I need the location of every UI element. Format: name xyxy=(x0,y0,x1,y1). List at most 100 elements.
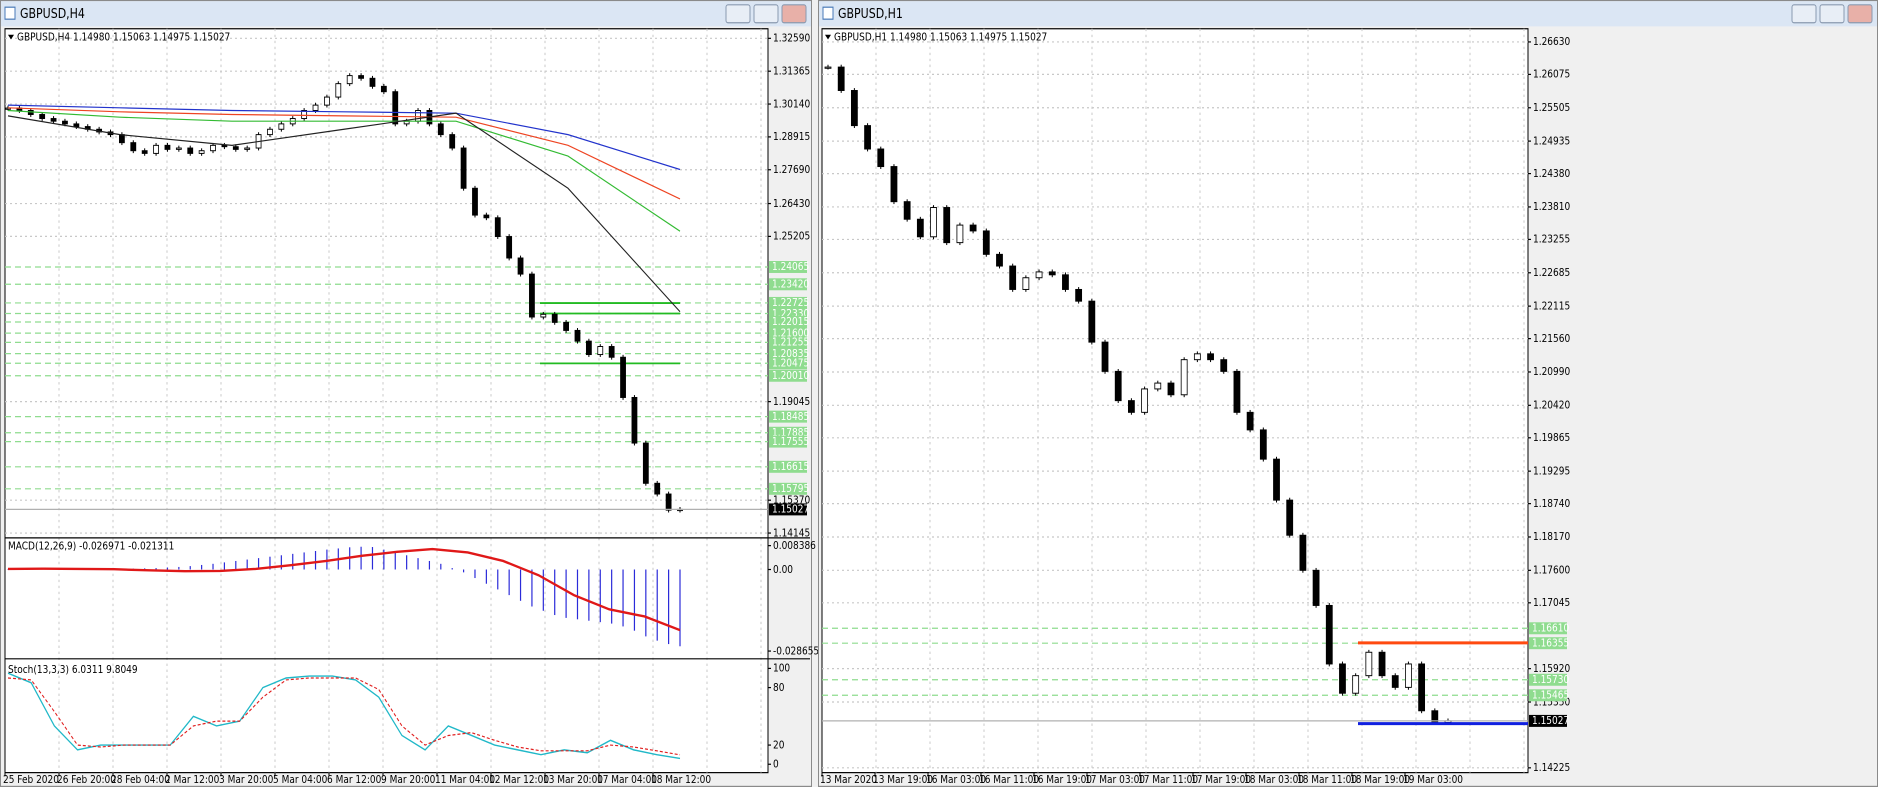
level-label-bg xyxy=(769,336,807,349)
x-tick-label: 17 Mar 04:00 xyxy=(597,774,657,786)
y-tick-label: 1.25505 xyxy=(1533,102,1570,114)
candle xyxy=(460,147,467,189)
y-tick-label: 1.19045 xyxy=(773,396,810,408)
candle xyxy=(221,144,228,148)
candle xyxy=(1312,569,1320,606)
candle xyxy=(267,128,273,136)
close-button[interactable] xyxy=(781,4,807,24)
candle xyxy=(563,321,570,331)
candle xyxy=(175,147,182,150)
x-tick-label: 25 Feb 2020 xyxy=(3,774,59,786)
candle xyxy=(608,346,615,358)
candle xyxy=(620,356,626,398)
x-tick-label: 18 Mar 19:00 xyxy=(1350,774,1410,786)
candle xyxy=(449,134,456,149)
y-tick-label: 1.15370 xyxy=(773,495,810,507)
level-label: 1.18485 xyxy=(772,411,809,423)
candle xyxy=(153,144,159,154)
window-icon xyxy=(822,6,834,20)
y-tick-label: 1.19865 xyxy=(1533,432,1570,444)
y-tick-label: 1.14225 xyxy=(1533,762,1570,774)
y-tick-label: 1.31365 xyxy=(773,66,810,78)
chart-info: GBPUSD,H4 1.14980 1.15063 1.14975 1.1502… xyxy=(17,32,230,44)
level-label-bg xyxy=(769,347,807,360)
candle xyxy=(278,123,285,130)
y-tick-label: 1.26430 xyxy=(773,198,810,210)
chart-info: GBPUSD,H1 1.14980 1.15063 1.14975 1.1502… xyxy=(834,32,1047,44)
x-tick-label: 19 Mar 03:00 xyxy=(1403,774,1463,786)
indicator-label: Stoch(13,3,3) 6.0311 9.8049 xyxy=(8,664,138,676)
level-label-bg xyxy=(769,327,807,340)
candle xyxy=(369,77,376,87)
level-label: 1.21255 xyxy=(772,337,809,349)
candle xyxy=(1299,534,1307,571)
candle xyxy=(1062,274,1069,290)
x-tick-label: 16 Mar 19:00 xyxy=(1032,774,1092,786)
candle xyxy=(529,273,535,318)
info-arrow xyxy=(8,34,14,40)
candle xyxy=(1088,300,1096,343)
y-tick-label: 1.23255 xyxy=(1533,234,1570,246)
y-tick-label: 1.19295 xyxy=(1533,466,1570,478)
y-tick-label: 1.27690 xyxy=(773,164,810,176)
candle xyxy=(1167,382,1175,396)
level-label: 1.22725 xyxy=(772,297,809,309)
maximize-button[interactable] xyxy=(1819,4,1845,24)
candle xyxy=(1220,359,1228,372)
candle xyxy=(437,123,444,136)
window-icon xyxy=(4,6,16,20)
close-button[interactable] xyxy=(1847,4,1873,24)
level-label: 1.22330 xyxy=(772,308,809,320)
candle xyxy=(232,146,239,150)
y-tick-label: 1.23810 xyxy=(1533,202,1570,214)
x-tick-label: 13 Mar 20:00 xyxy=(543,774,603,786)
level-label: 1.20475 xyxy=(772,358,809,370)
candle xyxy=(1114,370,1122,402)
minimize-button[interactable] xyxy=(725,4,751,24)
indicator-line xyxy=(7,677,681,756)
minimize-button[interactable] xyxy=(1791,4,1817,24)
moving-average xyxy=(7,104,681,171)
level-label: 1.16355 xyxy=(1532,638,1569,650)
candle xyxy=(141,150,148,154)
level-label: 1.15465 xyxy=(1532,690,1569,702)
candle xyxy=(996,253,1003,267)
y-tick-label: 1.26630 xyxy=(1533,36,1570,48)
info-arrow xyxy=(825,34,831,40)
chart-area xyxy=(821,28,1529,774)
y-tick-label: 1.18740 xyxy=(1533,498,1570,510)
level-label-bg xyxy=(769,315,807,328)
level-label-bg xyxy=(1529,673,1567,686)
y-tick-label: 80 xyxy=(773,682,784,694)
candle xyxy=(517,257,524,275)
candle xyxy=(62,120,68,125)
candle xyxy=(506,236,513,259)
maximize-button[interactable] xyxy=(753,4,779,24)
level-label-bg xyxy=(1529,622,1567,635)
y-tick-label: 1.26075 xyxy=(1533,69,1570,81)
candle xyxy=(956,224,964,244)
moving-average xyxy=(7,112,681,313)
y-tick-label: 0.00 xyxy=(773,564,793,576)
level-label-bg xyxy=(769,435,807,448)
level-label: 1.24065 xyxy=(772,262,809,274)
level-label-bg xyxy=(1529,637,1567,650)
y-tick-label: 1.22115 xyxy=(1533,301,1570,313)
candle xyxy=(1286,499,1294,536)
candle xyxy=(346,75,353,85)
window-title: GBPUSD,H1 xyxy=(838,6,903,21)
y-tick-label: 1.32590 xyxy=(773,33,810,45)
candle xyxy=(494,217,501,238)
y-tick-label: 0.008386 xyxy=(773,540,816,552)
candle xyxy=(1246,411,1254,431)
candle xyxy=(1378,651,1386,677)
x-tick-label: 26 Feb 20:00 xyxy=(57,774,116,786)
candle xyxy=(1207,353,1214,361)
level-label-bg xyxy=(769,482,807,495)
candle xyxy=(73,123,80,128)
candle xyxy=(943,207,951,244)
candle xyxy=(837,66,845,91)
level-label-bg xyxy=(769,369,807,382)
x-tick-label: 12 Mar 12:00 xyxy=(489,774,549,786)
